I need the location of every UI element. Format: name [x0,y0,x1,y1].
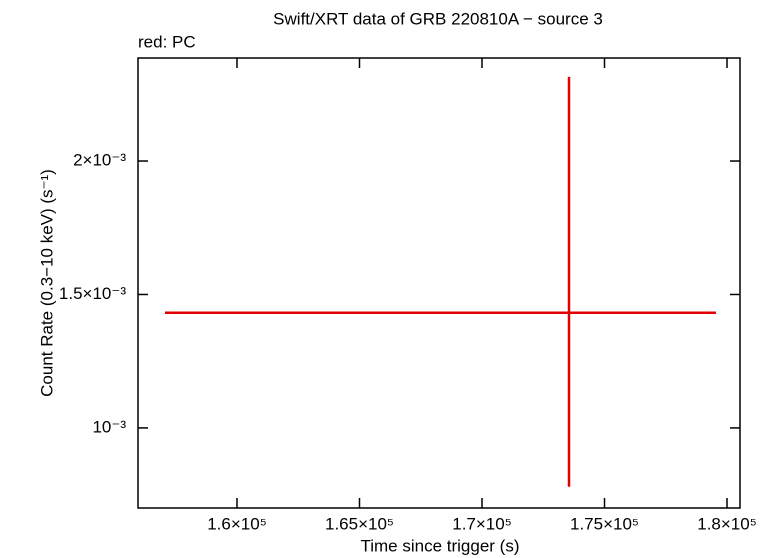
chart-title: Swift/XRT data of GRB 220810A − source 3 [273,9,603,28]
x-tick-label: 1.75×10⁵ [570,514,639,533]
x-tick-label: 1.7×10⁵ [452,514,512,533]
y-tick-label: 2×10⁻³ [73,151,126,170]
y-tick-label: 1.5×10⁻³ [59,284,126,303]
x-tick-label: 1.6×10⁵ [207,514,267,533]
x-tick-label: 1.8×10⁵ [697,514,757,533]
plot-frame [137,57,741,509]
chart-subtitle: red: PC [138,32,196,51]
y-tick-label: 10⁻³ [92,417,126,436]
x-tick-label: 1.65×10⁵ [325,514,394,533]
y-axis-label: Count Rate (0.3−10 keV) (s⁻¹) [37,169,56,397]
x-axis-label: Time since trigger (s) [360,536,519,555]
